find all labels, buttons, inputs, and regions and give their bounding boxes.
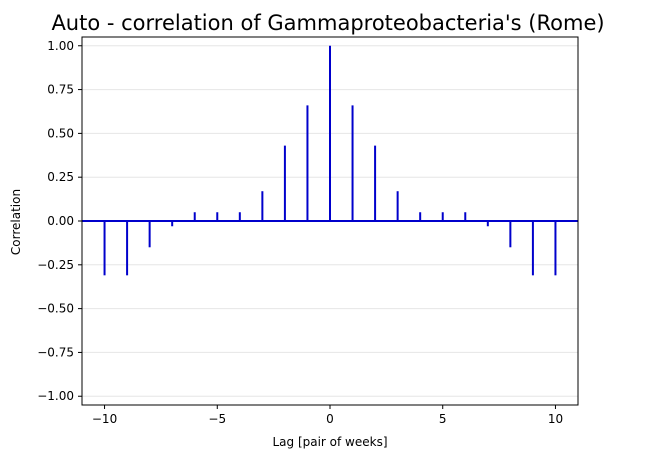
chart-title: Auto - correlation of Gammaproteobacteri… [51, 11, 604, 35]
x-axis-label: Lag [pair of weeks] [272, 435, 387, 449]
x-tick-label: −10 [92, 412, 117, 426]
y-tick-label: −0.75 [37, 345, 74, 359]
x-tick-label: 10 [548, 412, 563, 426]
y-tick-label: 0.00 [47, 214, 74, 228]
y-tick-label: 0.25 [47, 170, 74, 184]
x-axis-ticks: −10 −5 0 5 10 [92, 405, 563, 426]
y-tick-label: 0.50 [47, 126, 74, 140]
y-tick-label: 1.00 [47, 39, 74, 53]
y-axis-label: Correlation [9, 189, 23, 255]
y-tick-label: 0.75 [47, 83, 74, 97]
x-tick-label: 5 [439, 412, 447, 426]
y-tick-label: −1.00 [37, 389, 74, 403]
x-tick-label: 0 [326, 412, 334, 426]
x-tick-label: −5 [208, 412, 226, 426]
y-axis-ticks: −1.00 −0.75 −0.50 −0.25 0.00 0.25 0.50 0.75 1.00 [37, 39, 82, 403]
y-tick-label: −0.50 [37, 302, 74, 316]
bars [103, 45, 557, 276]
y-tick-label: −0.25 [37, 258, 74, 272]
